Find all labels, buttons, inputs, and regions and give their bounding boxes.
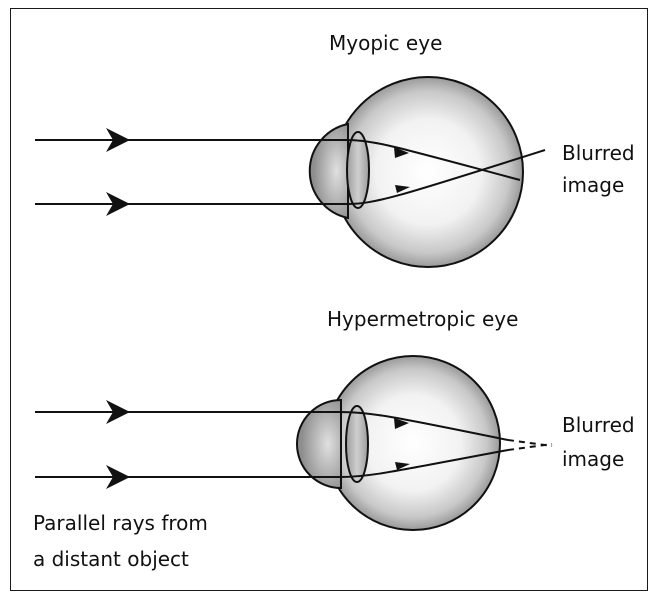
hypermetropic-blur-label: Blurred <box>562 413 635 437</box>
arrow-icon <box>106 128 130 152</box>
arrow-icon <box>395 185 410 193</box>
hypermetropic-rays <box>35 400 553 489</box>
arrow-icon <box>394 147 409 158</box>
diagram-frame <box>10 8 648 591</box>
hypermetropic-ray-lower <box>35 449 509 478</box>
myopic-rays <box>35 128 546 216</box>
hypermetropic-cornea <box>296 398 342 490</box>
myopic-eye <box>308 76 524 268</box>
arrow-icon <box>394 418 409 429</box>
hypermetropic-ray-upper <box>35 411 509 441</box>
arrow-icon <box>106 400 130 424</box>
myopic-blur-label: Blurred <box>562 141 635 165</box>
myopic-cornea <box>308 122 349 220</box>
hypermetropic-title: Hypermetropic eye <box>327 307 518 331</box>
hypermetropic-lens <box>345 405 369 483</box>
myopic-lens <box>346 131 370 209</box>
hypermetropic-blur-label: image <box>562 447 624 471</box>
myopic-ray-upper <box>35 139 521 181</box>
hypermetropic-ray-extension <box>507 443 553 451</box>
myopic-title: Myopic eye <box>329 31 442 55</box>
caption-line-2: a distant object <box>33 547 189 571</box>
arrow-icon <box>106 192 130 216</box>
hypermetropic-eye <box>296 355 501 531</box>
arrow-icon <box>395 462 410 470</box>
arrow-icon <box>106 465 130 489</box>
myopic-blur-label: image <box>562 173 624 197</box>
myopic-ray-lower <box>35 149 546 205</box>
caption-line-1: Parallel rays from <box>33 511 208 535</box>
